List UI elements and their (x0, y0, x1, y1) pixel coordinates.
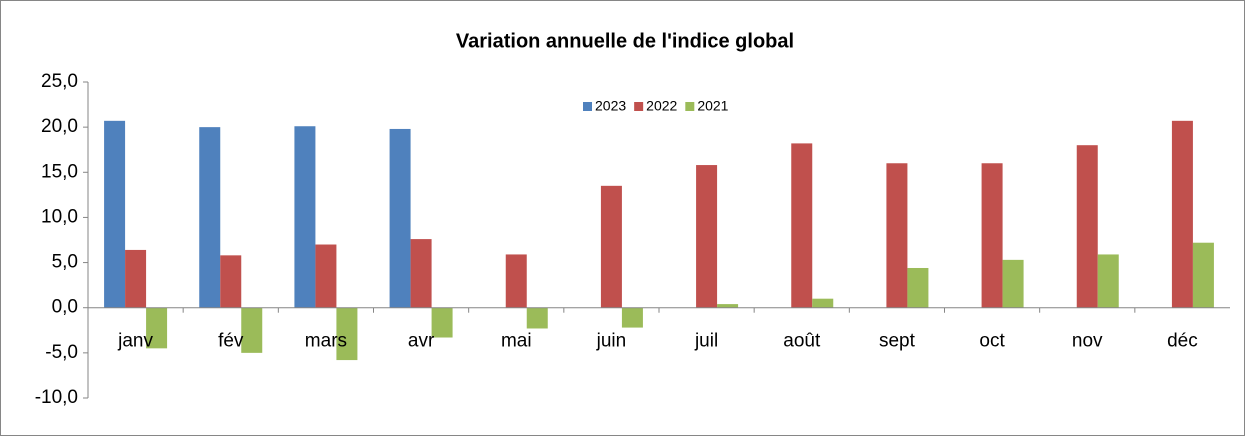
bar (315, 244, 337, 308)
bar (220, 255, 242, 308)
bar (1097, 254, 1119, 308)
y-tick-label: -5,0 (45, 342, 78, 363)
x-tick-label: mars (305, 331, 347, 352)
bar (1002, 259, 1024, 308)
bar (621, 307, 643, 328)
bar (1192, 242, 1214, 308)
legend-label: 2023 (595, 98, 626, 114)
y-tick-label: 5,0 (52, 252, 78, 273)
x-tick-label: août (783, 331, 821, 352)
bar (1171, 120, 1193, 308)
bar (241, 307, 263, 353)
bar (125, 249, 147, 308)
x-tick-label: sept (879, 331, 916, 352)
y-tick-label: 20,0 (41, 116, 78, 137)
bar (431, 307, 453, 338)
legend-swatch (634, 102, 644, 111)
x-tick-label: oct (979, 331, 1005, 352)
bar (981, 163, 1003, 308)
bar (791, 143, 813, 308)
x-tick-label: déc (1167, 331, 1198, 352)
y-tick-label: 10,0 (41, 206, 78, 227)
x-tick-label: juin (596, 331, 627, 352)
bar (199, 127, 221, 308)
y-tick-label: 0,0 (52, 297, 78, 318)
bar (717, 304, 739, 308)
bar (812, 298, 834, 308)
bar (907, 267, 929, 308)
legend-swatch (685, 102, 695, 111)
x-tick-label: fév (218, 331, 244, 352)
bar (294, 126, 316, 308)
y-tick-label: 25,0 (41, 71, 78, 92)
legend-label: 2021 (697, 98, 728, 114)
legend-swatch (583, 102, 592, 111)
x-tick-label: mai (501, 331, 532, 352)
chart-title: Variation annuelle de l'indice global (456, 30, 794, 52)
legend-label: 2022 (646, 98, 677, 114)
bar (1076, 145, 1098, 308)
bar (389, 128, 411, 308)
x-tick-label: avr (408, 331, 435, 352)
bar (696, 165, 718, 308)
bar (104, 120, 126, 308)
bar (600, 185, 622, 308)
bar (336, 307, 358, 361)
bar (886, 163, 908, 308)
y-tick-label: 15,0 (41, 161, 78, 182)
x-tick-label: nov (1072, 331, 1103, 352)
bar (526, 307, 548, 329)
bar (410, 239, 432, 308)
x-tick-label: juil (694, 331, 718, 352)
bar (146, 307, 168, 349)
y-tick-label: -10,0 (35, 387, 78, 408)
bar (505, 254, 527, 308)
x-tick-label: janv (117, 331, 153, 352)
